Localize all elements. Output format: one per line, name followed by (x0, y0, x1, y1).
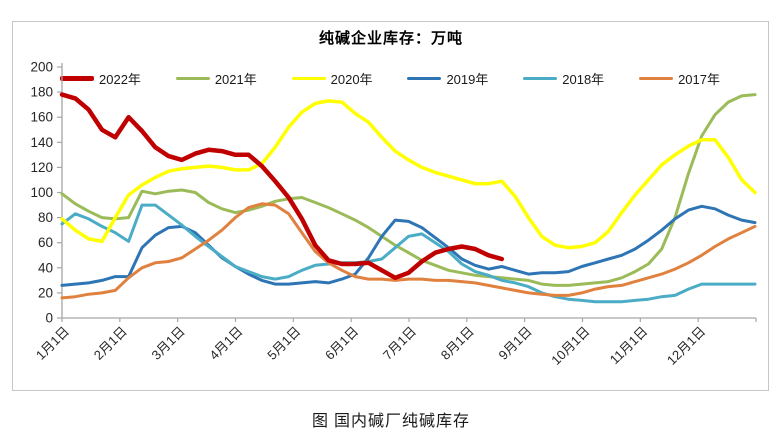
legend-item-2018: 2018年 (523, 69, 604, 88)
x-tick-label-3月1日: 3月1日 (149, 324, 188, 363)
y-tick-label-120: 120 (30, 160, 53, 175)
series-line-2019 (60, 204, 757, 287)
chart-title: 纯碱企业库存：万吨 (318, 30, 463, 47)
x-tick-label-8月1日: 8月1日 (438, 324, 477, 363)
y-tick-label-100: 100 (30, 185, 53, 200)
legend-swatch-2020 (291, 77, 326, 80)
y-tick-label-40: 40 (38, 260, 53, 275)
legend-swatch-2019 (407, 77, 442, 80)
legend-swatch-2017 (639, 77, 674, 80)
y-tick-label-60: 60 (38, 235, 53, 250)
legend-swatch-2022 (60, 76, 94, 81)
y-tick-label-140: 140 (30, 135, 53, 150)
chart-frame (12, 21, 769, 391)
y-tick-label-80: 80 (38, 210, 53, 225)
series-line-2021 (60, 93, 757, 287)
legend-label: 2017年 (678, 72, 720, 87)
x-tick-label-12月1日: 12月1日 (664, 324, 708, 368)
legend-item-2022: 2022年 (60, 69, 141, 88)
x-tick-label-2月1日: 2月1日 (91, 324, 130, 363)
x-tick-label-11月1日: 11月1日 (607, 324, 651, 368)
legend-label: 2019年 (446, 72, 489, 87)
x-tick-label-9月1日: 9月1日 (496, 324, 535, 363)
x-tick-label-5月1日: 5月1日 (264, 324, 303, 363)
legend-item-2021: 2021年 (175, 69, 257, 88)
legend-label: 2018年 (562, 72, 605, 87)
y-tick-label-0: 0 (45, 311, 53, 326)
series-line-2020 (60, 99, 757, 250)
legend-item-2019: 2019年 (407, 69, 488, 88)
x-tick-label-1月1日: 1月1日 (33, 324, 72, 363)
x-tick-label-7月1日: 7月1日 (380, 324, 419, 363)
figure-caption: 图 国内碱厂纯碱库存 (311, 413, 470, 430)
legend-label: 2020年 (330, 72, 373, 87)
x-tick-label-10月1日: 10月1日 (548, 324, 592, 368)
legend-label: 2022年 (99, 72, 141, 87)
legend-item-2020: 2020年 (291, 69, 373, 88)
legend-swatch-2018 (523, 77, 558, 80)
y-tick-label-160: 160 (30, 110, 53, 125)
x-tick-label-4月1日: 4月1日 (206, 324, 245, 363)
series-line-2022 (59, 92, 505, 281)
x-tick-label-6月1日: 6月1日 (322, 324, 361, 363)
series-line-2017 (60, 202, 757, 300)
y-tick-label-180: 180 (30, 85, 53, 100)
legend-item-2017: 2017年 (639, 69, 720, 88)
y-tick-label-200: 200 (30, 60, 53, 75)
legend-swatch-2021 (175, 77, 210, 80)
series-line-2018 (60, 203, 757, 304)
chart-legend: 2022年 2021年 2020年 2019年 2018年 2017年 (60, 69, 720, 88)
y-tick-label-20: 20 (38, 285, 53, 300)
legend-label: 2021年 (214, 72, 257, 87)
